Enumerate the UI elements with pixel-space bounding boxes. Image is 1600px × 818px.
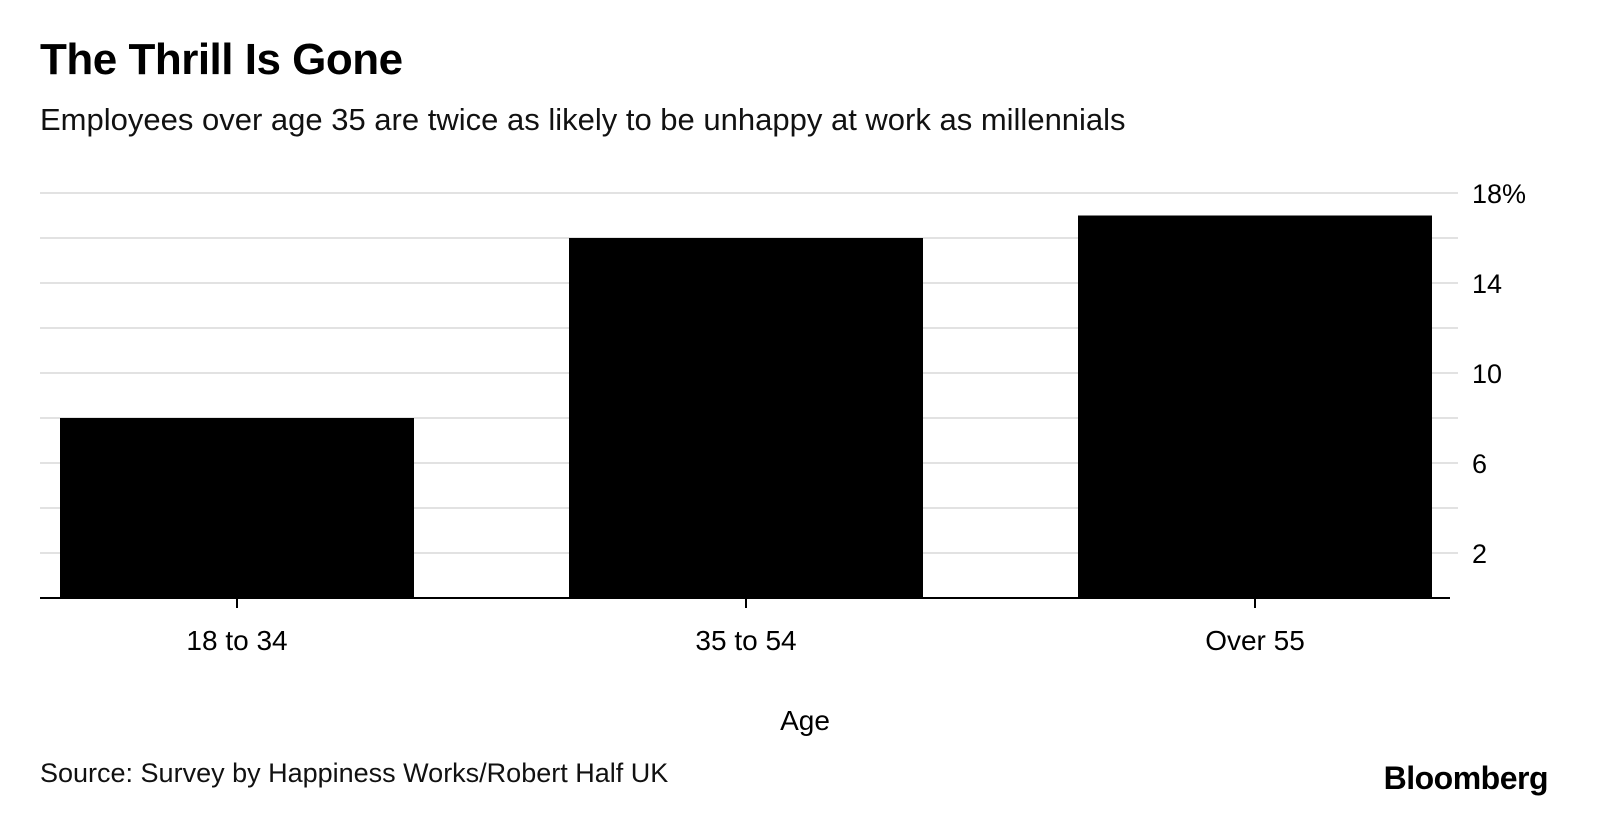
x-tick-label: 35 to 54 xyxy=(695,625,796,656)
x-tick-label: 18 to 34 xyxy=(186,625,287,656)
chart-title: The Thrill Is Gone xyxy=(40,35,403,84)
bloomberg-logo: Bloomberg xyxy=(1383,760,1549,796)
x-axis-title: Age xyxy=(780,705,830,736)
y-tick-label: 18% xyxy=(1472,179,1526,209)
bars xyxy=(60,215,1432,598)
x-axis-tick-labels: 18 to 34 35 to 54 Over 55 xyxy=(186,625,1304,656)
bar-35-to-54 xyxy=(569,238,923,598)
x-tick-label: Over 55 xyxy=(1205,625,1305,656)
y-tick-label: 14 xyxy=(1472,269,1502,299)
y-tick-label: 10 xyxy=(1472,359,1502,389)
source-note: Source: Survey by Happiness Works/Robert… xyxy=(40,758,669,788)
y-tick-label: 2 xyxy=(1472,539,1487,569)
bar-18-to-34 xyxy=(60,418,414,598)
chart-subtitle: Employees over age 35 are twice as likel… xyxy=(40,102,1126,137)
y-tick-label: 6 xyxy=(1472,449,1487,479)
y-axis-tick-labels: 2 6 10 14 18% xyxy=(1472,179,1526,569)
bar-over-55 xyxy=(1078,215,1432,598)
x-axis xyxy=(40,597,1450,608)
